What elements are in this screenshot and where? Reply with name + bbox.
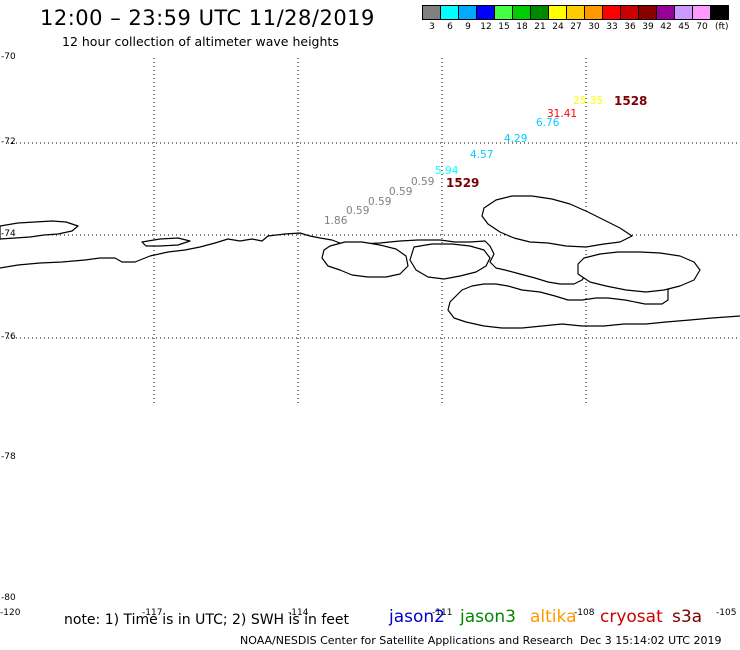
lat-lon-grid — [8, 58, 740, 406]
color-scale-label: 12 — [480, 22, 492, 32]
satellite-legend-s3a: s3a — [672, 607, 703, 627]
color-scale-label: 27 — [570, 22, 582, 32]
wave-height-observation: 5.94 — [435, 165, 459, 177]
color-scale-label: 24 — [552, 22, 564, 32]
lon-label: -114 — [288, 608, 309, 618]
wave-height-observation: 0.59 — [368, 196, 392, 208]
color-scale-label: 36 — [624, 22, 636, 32]
wave-height-observation: 25.35 — [573, 95, 604, 107]
lon-label: -108 — [574, 608, 595, 618]
ice-shelf-island — [481, 195, 633, 248]
color-scale-label: 45 — [678, 22, 690, 32]
color-scale-swatch — [710, 5, 729, 20]
satellite-legend-altika: altika — [530, 607, 577, 627]
coast-west-lobe — [0, 220, 79, 240]
wave-height-observation: 6.76 — [536, 117, 560, 129]
lat-label: -80 — [1, 593, 16, 603]
scale-unit: (ft) — [715, 22, 729, 32]
credit-line: NOAA/NESDIS Center for Satellite Applica… — [240, 634, 574, 647]
island-middle — [409, 243, 491, 280]
generated-timestamp: Dec 3 15:14:02 UTC 2019 — [580, 634, 722, 647]
color-scale-label: 21 — [534, 22, 546, 32]
lat-label: -78 — [1, 452, 16, 462]
page-title: 12:00 – 23:59 UTC 11/28/2019 — [40, 6, 375, 30]
wave-height-observation: 1.86 — [324, 215, 348, 227]
coastline — [0, 195, 740, 329]
color-scale-label: 9 — [465, 22, 471, 32]
lat-label: -74 — [1, 229, 16, 239]
color-scale-label: 3 — [429, 22, 435, 32]
lon-label: -105 — [716, 608, 737, 618]
wave-height-observation: 0.59 — [346, 205, 370, 217]
island-east — [577, 251, 701, 293]
color-scale-label: 6 — [447, 22, 453, 32]
lat-label: -70 — [1, 52, 16, 62]
color-scale-label: 70 — [696, 22, 708, 32]
color-scale-label: 15 — [498, 22, 510, 32]
lat-label: -76 — [1, 332, 16, 342]
wave-height-observation: 4.57 — [470, 149, 494, 161]
pass-number-label: 1529 — [446, 176, 480, 190]
color-scale-label: 33 — [606, 22, 618, 32]
color-scale-label: 42 — [660, 22, 672, 32]
satellite-legend-cryosat: cryosat — [600, 607, 663, 627]
satellite-legend-jason3: jason3 — [460, 607, 516, 627]
island-bay — [321, 241, 409, 278]
wave-height-observation: 0.59 — [389, 186, 413, 198]
lon-label: -120 — [0, 608, 21, 618]
wave-height-observation: 0.59 — [411, 176, 435, 188]
satellite-legend-jason2: jason2 — [389, 607, 445, 627]
lat-label: -72 — [1, 137, 16, 147]
lon-label: -117 — [142, 608, 163, 618]
color-scale-label: 39 — [642, 22, 654, 32]
page-subtitle: 12 hour collection of altimeter wave hei… — [62, 34, 339, 49]
color-scale-label: 18 — [516, 22, 528, 32]
color-scale-label: 30 — [588, 22, 600, 32]
lon-label: -111 — [432, 608, 453, 618]
coast-west-inlet — [141, 237, 191, 247]
footer-note: note: 1) Time is in UTC; 2) SWH is in fe… — [64, 612, 350, 628]
wave-height-observation: 4.29 — [504, 133, 528, 145]
pass-number-label: 1528 — [614, 94, 648, 108]
wave-height-observation: 31.41 — [547, 108, 578, 120]
